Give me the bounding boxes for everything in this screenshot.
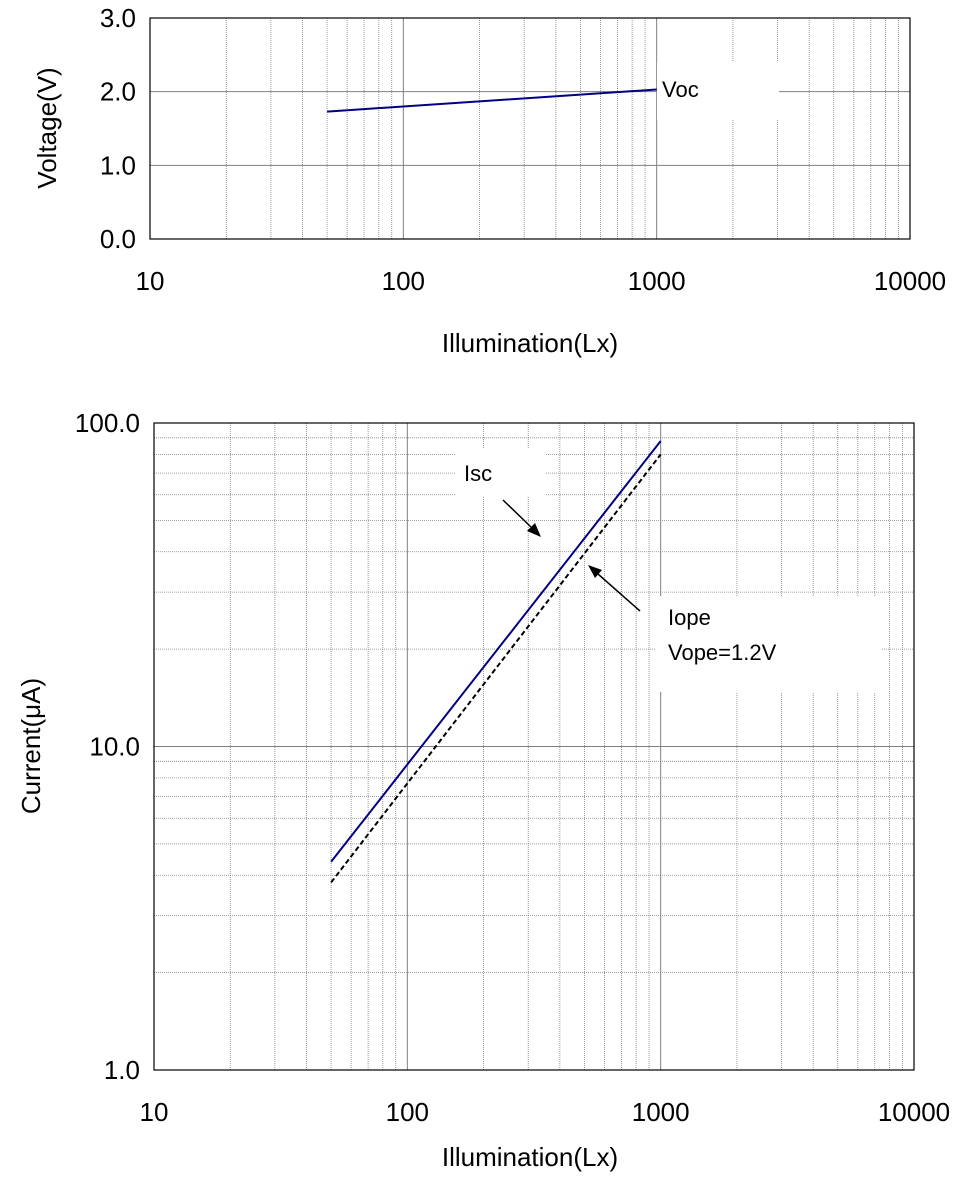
x-tick-label: 1000 xyxy=(628,266,686,296)
voltage-plot-frame xyxy=(149,17,911,240)
iope-arrow-head xyxy=(588,565,602,578)
voltage-chart: 10 100 1000 10000 0.0 1.0 2.0 3.0 Voltage(V) Il… xyxy=(32,3,946,358)
voltage-y-axis-label: Voltage(V) xyxy=(32,67,62,188)
voc-label-box xyxy=(657,62,779,120)
current-plot-frame xyxy=(153,422,915,1071)
y-tick-label: 1.0 xyxy=(104,1055,140,1085)
series-line-voc xyxy=(327,88,657,113)
y-tick-label: 0.0 xyxy=(100,224,136,254)
current-series xyxy=(330,440,662,884)
y-tick-label: 100.0 xyxy=(75,408,140,438)
voltage-series xyxy=(327,88,657,113)
y-tick-label: 1.0 xyxy=(100,150,136,180)
isc-label-box xyxy=(456,449,546,497)
x-tick-label: 10 xyxy=(136,266,165,296)
voc-label: Voc xyxy=(662,77,699,102)
y-tick-label: 2.0 xyxy=(100,77,136,107)
x-tick-label: 1000 xyxy=(632,1097,690,1127)
x-tick-label: 10 xyxy=(140,1097,169,1127)
series-line-isc xyxy=(330,440,662,863)
voltage-tick-labels: 10 100 1000 10000 0.0 1.0 2.0 3.0 xyxy=(100,3,946,296)
iope-label-box xyxy=(656,596,882,692)
y-tick-label: 10.0 xyxy=(89,732,140,762)
x-tick-label: 10000 xyxy=(878,1097,950,1127)
isc-label: Isc xyxy=(464,461,492,486)
current-y-axis-label: Current(μA) xyxy=(16,678,46,814)
x-tick-label: 100 xyxy=(382,266,425,296)
current-tick-labels: 10 100 1000 10000 1.0 10.0 100.0 xyxy=(75,408,950,1127)
isc-arrow-line xyxy=(502,499,532,528)
iope-arrow-line xyxy=(597,573,641,612)
voltage-grid xyxy=(150,18,910,239)
series-line-iope xyxy=(330,453,662,884)
current-x-axis-label: Illumination(Lx) xyxy=(442,1142,618,1172)
y-tick-label: 3.0 xyxy=(100,3,136,33)
iope-label: Iope xyxy=(668,605,711,630)
vope-label: Vope=1.2V xyxy=(668,640,777,665)
x-tick-label: 100 xyxy=(386,1097,429,1127)
current-grid xyxy=(154,423,914,1070)
voltage-x-axis-label: Illumination(Lx) xyxy=(442,328,618,358)
isc-arrow-head xyxy=(527,523,541,537)
current-chart: 10 100 1000 10000 1.0 10.0 100.0 Current(μA) I… xyxy=(16,408,950,1172)
x-tick-label: 10000 xyxy=(874,266,946,296)
